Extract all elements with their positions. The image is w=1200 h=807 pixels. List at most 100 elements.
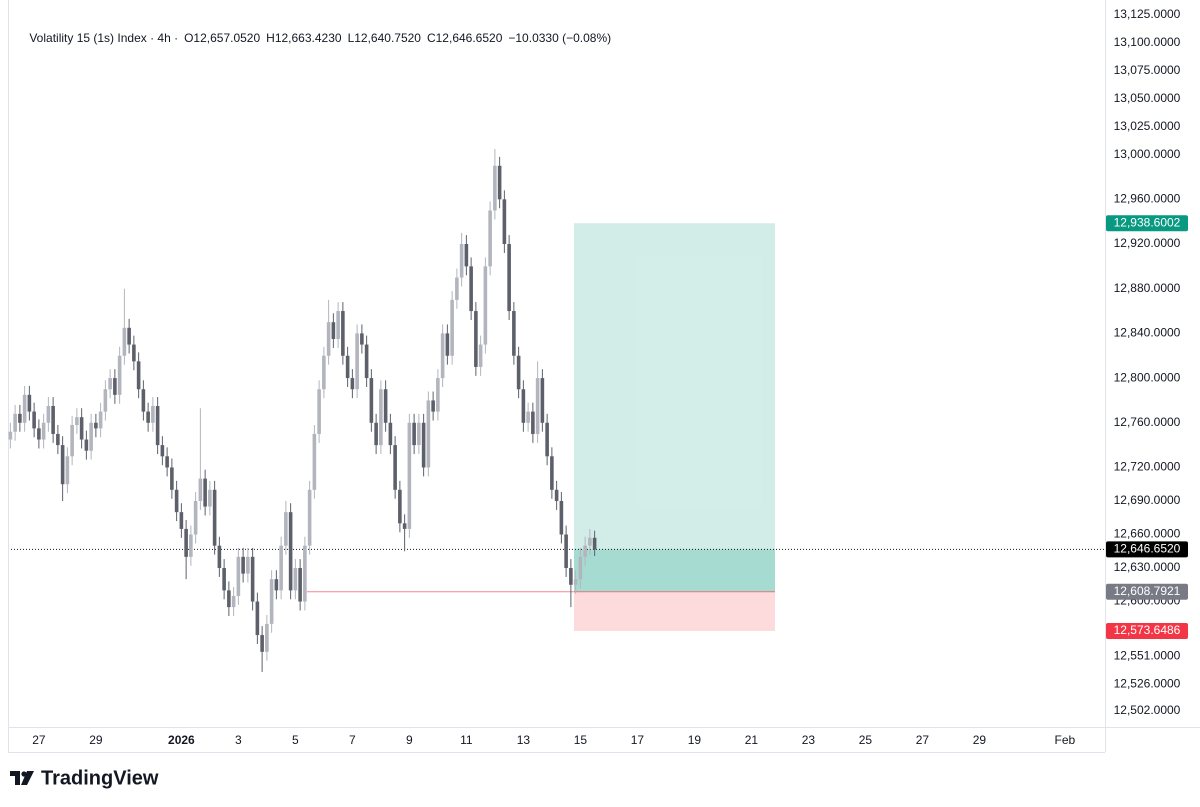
target-zone [574,223,775,592]
candle-body [493,165,497,211]
candle-body [569,568,573,585]
candle-body [303,545,307,602]
candle-body [89,422,93,451]
candle-body [265,623,269,652]
candle-body [573,579,578,585]
candle-body [550,456,554,490]
y-tick-label: 12,800.0000 [1114,370,1181,384]
candle-body [22,394,27,423]
candle-body [407,422,412,529]
candle-body [236,556,241,596]
candle-body [136,361,141,390]
candle-body [160,445,165,457]
y-tick-label: 13,000.0000 [1114,147,1181,161]
candle-body [417,422,421,446]
candle-body [103,389,108,412]
candle-body [79,417,84,440]
candle-body [208,489,212,507]
candle-body [98,411,103,429]
candle-body [583,545,587,557]
y-tick-label: 12,880.0000 [1114,281,1181,295]
y-tick-label: 12,720.0000 [1114,460,1181,474]
candle-body [18,413,22,423]
candle-body [250,556,255,602]
y-tick-label: 13,075.0000 [1114,63,1181,77]
x-tick-label: 19 [688,733,702,747]
candle-body [94,422,98,429]
entry-price-badge [1106,583,1188,600]
x-tick-label: 9 [406,733,413,747]
candle-body [355,333,359,390]
y-tick-label: 13,050.0000 [1114,91,1181,105]
logo-icon [10,771,34,785]
candle-body [51,406,55,434]
candle-body [212,489,217,546]
candle-body [13,413,17,432]
candle-body [151,406,155,423]
candle-body [474,311,478,367]
candle-body [412,422,416,446]
candle-body [70,425,74,457]
candle-body [531,411,535,434]
candle-body [331,322,336,339]
candle-body [369,378,374,423]
candle-body [122,327,127,356]
y-tick-label: 13,100.0000 [1114,35,1181,49]
x-tick-label: 27 [916,733,930,747]
candle-body [507,244,511,312]
candle-body [393,445,397,490]
y-tick-label: 12,660.0000 [1114,527,1181,541]
candle-body [32,411,36,429]
candle-body [488,210,492,267]
y-tick-label: 12,760.0000 [1114,415,1181,429]
last-price-badge [1106,541,1188,558]
candle-body [75,417,79,426]
candle-body [336,311,340,339]
candle-body [260,635,264,652]
ohlc-low: L12,640.7520 [347,31,421,45]
candle-body [274,579,279,591]
candle-body [502,199,507,245]
candle-body [521,389,526,423]
candle-body [127,327,131,345]
candle-body [37,428,41,440]
candle-body [179,512,184,529]
candle-body [426,400,431,468]
candle-body [246,556,250,574]
candle-body [588,537,592,546]
candle-body [231,595,236,608]
candle-body [535,378,540,434]
candle-body [364,344,369,379]
candle-body [459,244,464,278]
brand-name: TradingView [41,767,159,789]
candle-body [402,523,407,529]
y-tick-label: 12,920.0000 [1114,236,1181,250]
x-tick-label: 23 [802,733,816,747]
drawing-layer [8,223,1106,631]
ohlc-change: −10.0330 (−0.08%) [508,31,612,45]
y-tick-label: 12,960.0000 [1114,191,1181,205]
target-price-label: 12,938.6002 [1114,215,1181,229]
candle-body [284,512,288,546]
candle-body [564,534,568,569]
x-tick-label: 7 [349,733,356,747]
x-tick-label: Feb [1055,733,1076,747]
candle-body [307,489,312,546]
candle-body [269,579,274,624]
candle-body [483,266,488,345]
x-tick-label: 21 [745,733,759,747]
candle-body [146,411,150,423]
y-tick-label: 12,526.0000 [1114,676,1181,690]
candle-body [113,378,117,395]
y-tick-label: 13,125.0000 [1114,7,1181,21]
candle-body [317,389,321,434]
candle-body [293,568,298,591]
candle-body [65,456,70,485]
ohlc-high: H12,663.4230 [266,31,342,45]
stop-price-badge [1106,622,1188,639]
y-tick-label: 12,690.0000 [1114,493,1181,507]
x-tick-label: 17 [631,733,645,747]
candle-body [450,299,454,356]
y-tick-label: 12,502.0000 [1114,703,1181,717]
candle-body [455,277,459,300]
